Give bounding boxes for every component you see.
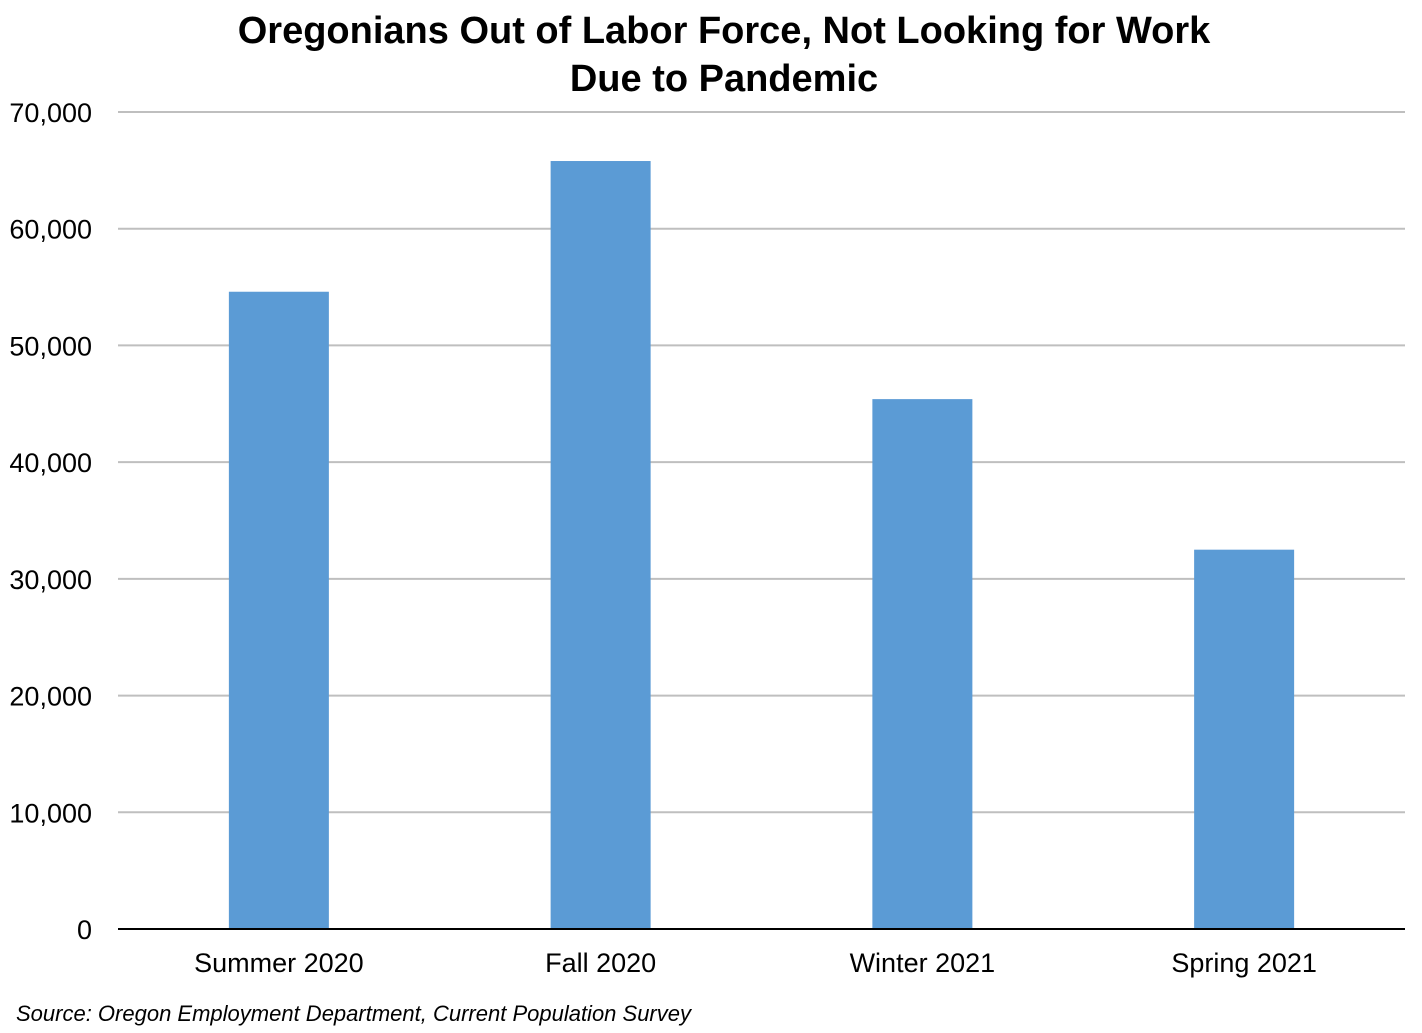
chart-title-line-2: Due to Pandemic — [570, 58, 878, 100]
bar — [1194, 549, 1295, 929]
bars — [228, 161, 1295, 929]
bar — [228, 291, 329, 929]
x-category-label: Winter 2021 — [850, 948, 996, 978]
y-tick-label: 50,000 — [9, 331, 92, 361]
chart-title: Oregonians Out of Labor Force, Not Looki… — [238, 10, 1211, 100]
x-axis-category-labels: Summer 2020 Fall 2020 Winter 2021 Spring 20… — [194, 948, 1317, 978]
y-tick-label: 20,000 — [9, 682, 92, 712]
bar — [550, 161, 651, 929]
chart-title-line-1: Oregonians Out of Labor Force, Not Looki… — [238, 10, 1211, 52]
y-tick-label: 70,000 — [9, 98, 92, 128]
source-note: Source: Oregon Employment Department, Cu… — [16, 1001, 693, 1026]
x-category-label: Fall 2020 — [545, 948, 656, 978]
y-tick-label: 10,000 — [9, 798, 92, 828]
gridlines — [118, 111, 1405, 814]
x-category-label: Summer 2020 — [194, 948, 364, 978]
y-tick-label: 40,000 — [9, 448, 92, 478]
bar — [872, 399, 973, 929]
y-tick-label: 0 — [77, 915, 92, 945]
y-tick-label: 30,000 — [9, 565, 92, 595]
y-tick-label: 60,000 — [9, 215, 92, 245]
x-category-label: Spring 2021 — [1171, 948, 1317, 978]
y-axis-tick-labels: 0 10,000 20,000 30,000 40,000 50,000 60,000 70,… — [9, 98, 92, 945]
